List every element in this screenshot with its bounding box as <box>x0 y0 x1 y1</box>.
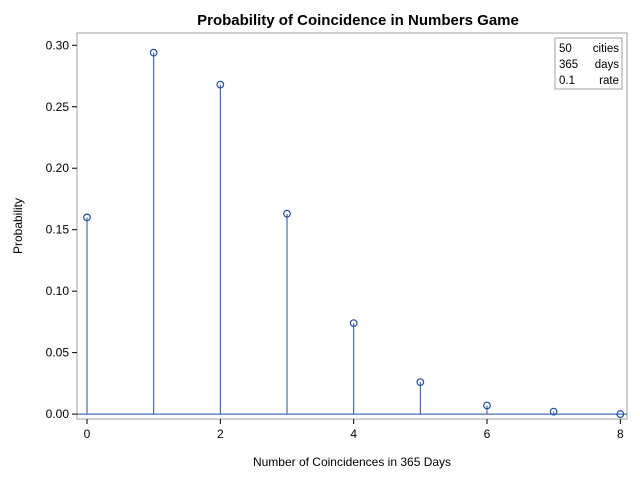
x-tick-label: 4 <box>350 427 357 441</box>
y-tick-label: 0.05 <box>46 346 70 360</box>
inset-value-cities: 50 <box>559 43 572 55</box>
inset-label-rate: rate <box>599 75 619 87</box>
data-point <box>149 48 158 57</box>
data-point <box>83 213 91 222</box>
x-tick-label: 0 <box>84 427 91 441</box>
data-point <box>549 407 558 416</box>
x-tick-label: 6 <box>484 427 491 441</box>
y-tick-label: 0.20 <box>46 161 70 175</box>
y-tick-label: 0.25 <box>46 100 70 114</box>
x-axis: 0 2 4 6 8 <box>84 419 624 441</box>
data-point <box>616 410 625 418</box>
y-tick-label: 0.15 <box>46 223 70 237</box>
y-tick-label: 0.00 <box>46 407 70 421</box>
data-point <box>483 401 491 410</box>
inset-label-days: days <box>595 59 620 71</box>
plot-frame <box>76 32 628 420</box>
x-axis-label: Number of Coincidences in 365 Days <box>253 455 451 469</box>
y-axis-label: Probability <box>11 198 25 254</box>
data-point <box>349 319 358 328</box>
y-axis: 0.00 0.05 0.10 0.15 0.20 0.25 0.30 <box>46 38 77 421</box>
data-point <box>283 209 291 218</box>
data-point <box>216 80 225 89</box>
chart-title: Probability of Coincidence in Numbers Ga… <box>197 12 519 29</box>
inset-table: 50 cities 365 days 0.1 rate <box>554 37 623 90</box>
y-tick-label: 0.10 <box>46 284 70 298</box>
needle-series <box>83 48 625 418</box>
x-tick-label: 2 <box>217 427 224 441</box>
inset-label-cities: cities <box>593 43 619 55</box>
inset-value-days: 365 <box>559 59 578 71</box>
x-tick-label: 8 <box>617 427 624 441</box>
data-point <box>416 378 425 387</box>
y-tick-label: 0.30 <box>46 38 70 52</box>
inset-box <box>554 37 623 90</box>
inset-value-rate: 0.1 <box>559 75 575 87</box>
